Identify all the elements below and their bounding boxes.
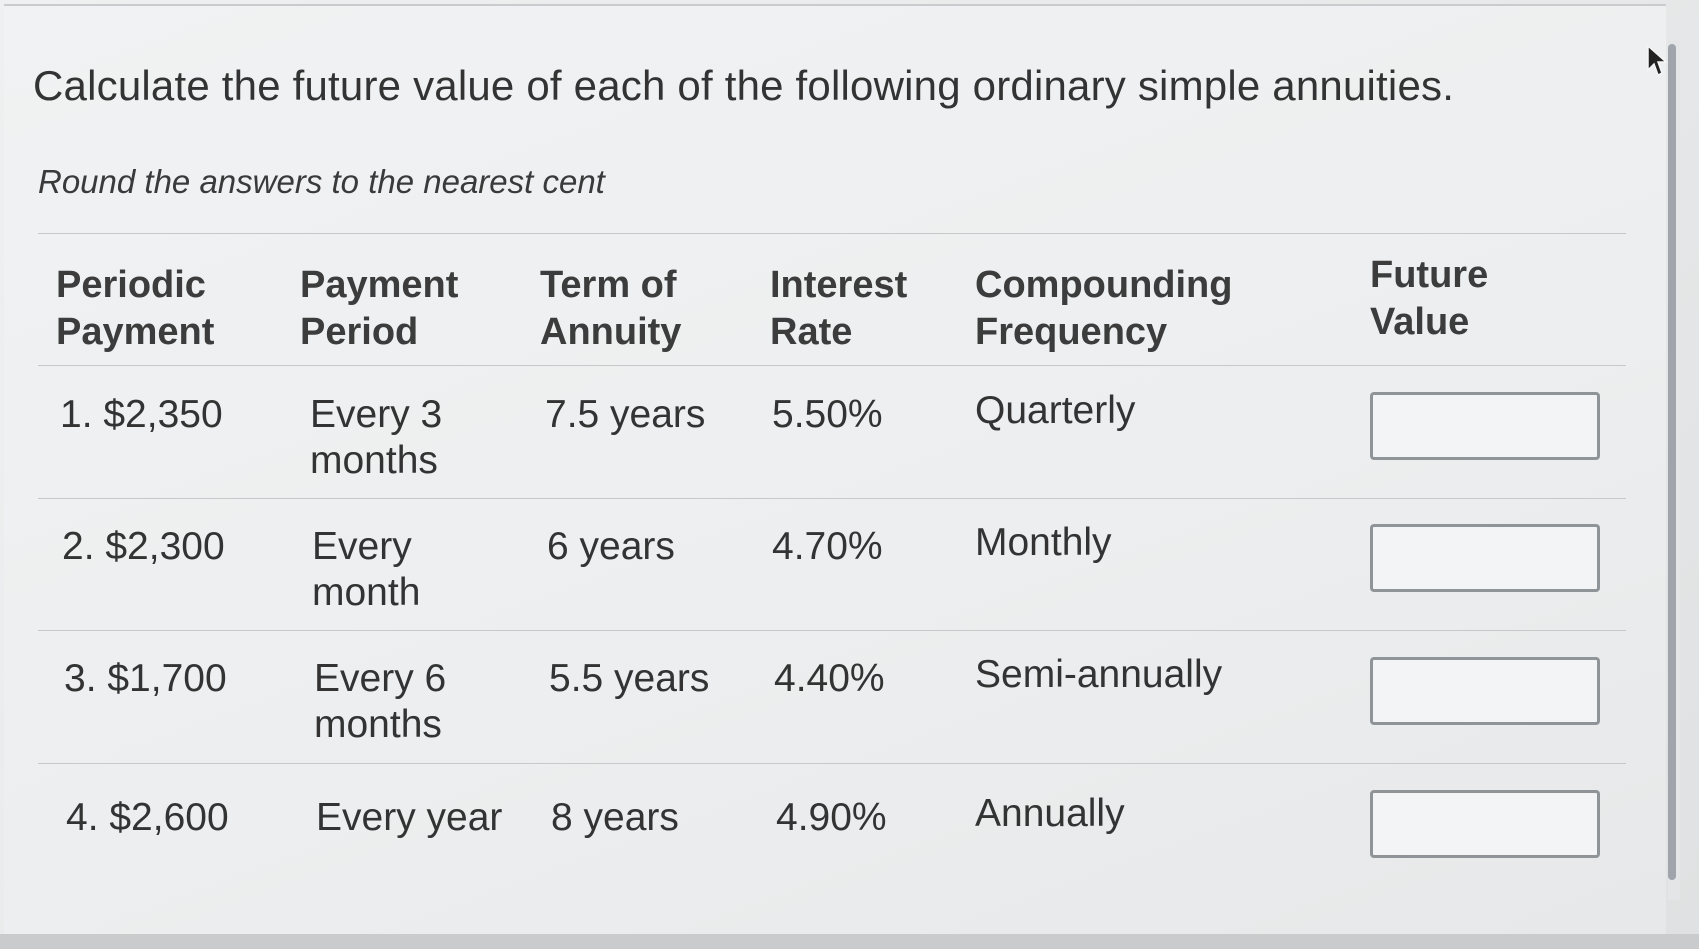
row-3-rate: 4.40%	[774, 657, 885, 700]
question-panel	[4, 4, 1666, 936]
header-future-value: Future Value	[1370, 252, 1488, 346]
row-3-payment: 3. $1,700	[64, 657, 227, 700]
header-term-of-annuity: Term of Annuity	[540, 262, 681, 356]
period-line: Every 6	[314, 657, 447, 700]
row-2-payment: 2. $2,300	[62, 525, 225, 568]
row-4-term: 8 years	[551, 796, 679, 839]
row-3-term: 5.5 years	[549, 657, 710, 700]
row-3-period: Every 6 months	[314, 656, 446, 748]
header-periodic-payment: Periodic Payment	[56, 262, 214, 356]
scrollbar-thumb[interactable]	[1668, 44, 1676, 880]
header-compounding-frequency: Compounding Frequency	[975, 262, 1232, 356]
header-payment-period: Payment Period	[300, 262, 458, 356]
header-interest-rate: Interest Rate	[770, 262, 907, 356]
row-2-frequency: Monthly	[975, 521, 1112, 564]
table-header-rule	[38, 365, 1626, 366]
future-value-input-3[interactable]	[1370, 657, 1600, 725]
row-3-frequency: Semi-annually	[975, 653, 1223, 696]
header-line: Payment	[300, 264, 459, 306]
row-1-term: 7.5 years	[545, 393, 706, 436]
row-4-payment: 4. $2,600	[66, 796, 229, 839]
row-4-frequency: Annually	[975, 792, 1125, 835]
header-line: Payment	[56, 311, 215, 353]
question-text: Calculate the future value of each of th…	[33, 62, 1455, 109]
period-line: months	[314, 703, 442, 746]
period-line: months	[310, 439, 438, 482]
row-1-rate: 5.50%	[772, 393, 883, 436]
mouse-pointer-icon	[1647, 44, 1668, 77]
period-line: month	[312, 571, 421, 614]
row-1-payment: 1. $2,350	[60, 393, 223, 436]
header-line: Compounding	[975, 264, 1233, 306]
future-value-input-4[interactable]	[1370, 790, 1600, 858]
row-4-period: Every year	[316, 795, 502, 841]
header-line: Value	[1370, 301, 1470, 343]
header-line: Interest	[770, 264, 908, 306]
row-1-period: Every 3 months	[310, 392, 442, 484]
header-line: Period	[300, 311, 419, 353]
period-line: Every 3	[310, 393, 443, 436]
header-line: Term of	[540, 264, 677, 306]
row-2-period: Every month	[312, 524, 420, 616]
header-line: Periodic	[56, 264, 206, 306]
header-line: Rate	[770, 311, 853, 353]
panel-bottom-edge	[0, 934, 1699, 949]
header-line: Annuity	[540, 311, 682, 353]
row-1-frequency: Quarterly	[975, 389, 1136, 432]
header-line: Future	[1370, 254, 1489, 296]
rounding-instruction: Round the answers to the nearest cent	[38, 163, 605, 200]
table-top-rule	[38, 233, 1626, 234]
period-line: Every year	[316, 796, 503, 839]
future-value-input-2[interactable]	[1370, 524, 1600, 592]
row-divider	[38, 630, 1626, 631]
row-divider	[38, 763, 1626, 764]
row-2-rate: 4.70%	[772, 525, 883, 568]
period-line: Every	[312, 525, 412, 568]
row-divider	[38, 498, 1626, 499]
row-4-rate: 4.90%	[776, 796, 887, 839]
future-value-input-1[interactable]	[1370, 392, 1600, 460]
row-2-term: 6 years	[547, 525, 675, 568]
header-line: Frequency	[975, 311, 1168, 353]
